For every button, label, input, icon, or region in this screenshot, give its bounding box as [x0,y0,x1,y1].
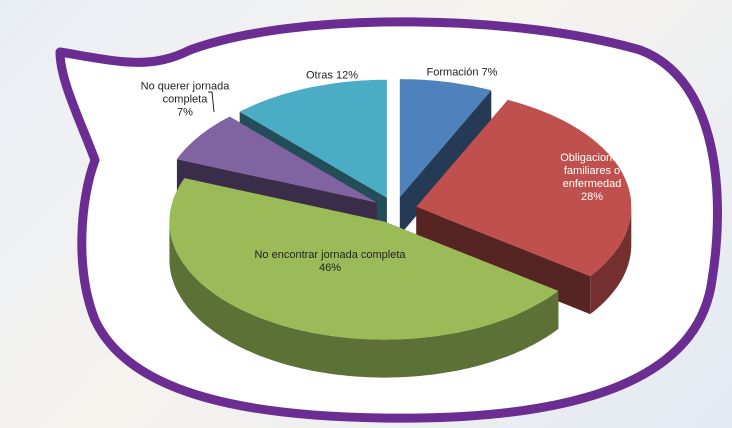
slice-label: Otras 12% [287,70,377,83]
slice-value: 7% [177,106,193,119]
slice [416,99,632,277]
slice [176,116,377,203]
slice-side [399,90,492,236]
slice-value: 28% [580,191,604,203]
slice [169,178,559,340]
slice-label: No encontrar jornada completa 46% [250,249,410,275]
slice [399,79,492,198]
slice-name: No querer jornada completa [140,80,230,106]
slice-value: 12% [335,69,358,82]
slice-label: No querer jornada completa 7% [128,81,243,120]
slice-label: Obligaciones familiares o enfermedad 28% [545,152,640,204]
slice-name: Obligaciones familiares o enfermedad [560,152,624,190]
slice-label: Formación 7% [407,67,517,80]
slice-name: Formación [426,66,479,79]
slice-side [169,221,559,378]
slice-name: Otras [306,69,333,82]
slice-name: No encontrar jornada completa [254,249,406,261]
slice [239,79,387,198]
slice-side [590,206,632,315]
leader-line [208,91,215,113]
slice-value: 46% [318,262,342,274]
slice-value: 7% [481,66,498,79]
